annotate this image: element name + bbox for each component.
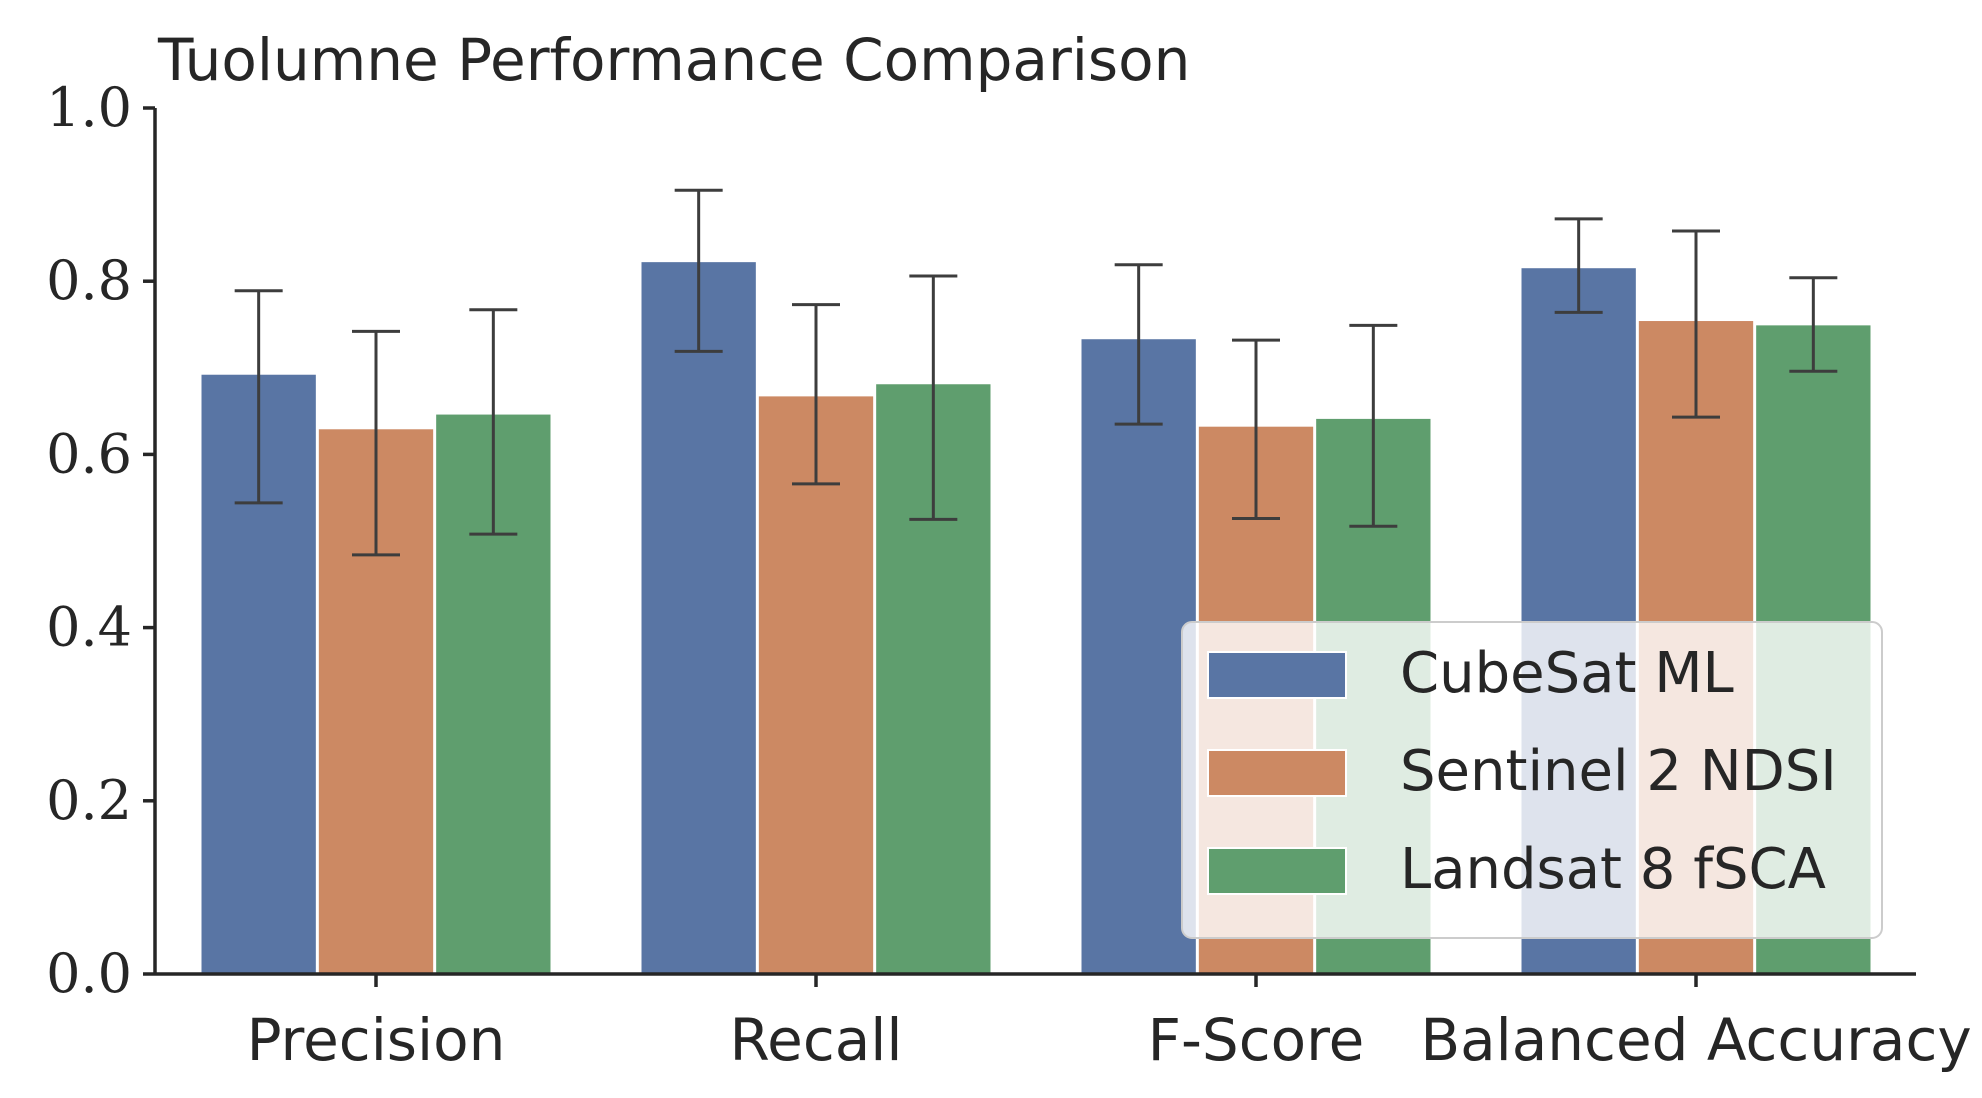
x-tick-label: Balanced Accuracy: [1420, 1006, 1971, 1074]
error-bar-landsat-8-fsca-f-score: [1349, 323, 1398, 528]
y-tick-label: 0.4: [46, 596, 132, 659]
y-tick-label: 1.0: [46, 76, 132, 139]
error-bar-sentinel-2-ndsi-f-score: [1232, 338, 1280, 520]
error-bar-sentinel-2-ndsi-recall: [792, 303, 840, 486]
x-tick-label: Precision: [247, 1006, 506, 1074]
error-bar-sentinel-2-ndsi-precision: [352, 329, 400, 557]
x-tick-label: F-Score: [1148, 1006, 1365, 1074]
chart-title: Tuolumne Performance Comparison: [157, 26, 1190, 94]
error-bars-layer: [234, 188, 1838, 557]
y-tick-label: 0.8: [46, 249, 132, 312]
y-tick-label: 0.6: [46, 422, 132, 485]
error-bar-cubesat-ml-precision: [234, 289, 283, 505]
error-bar-landsat-8-fsca-recall: [909, 274, 958, 521]
legend-frame: [1181, 621, 1883, 939]
x-ticks: Precision Recall F-Score Balanced Accuracy: [247, 974, 1972, 1074]
legend-swatch: [1207, 749, 1347, 797]
bar-cubesat-ml-recall: [641, 262, 756, 974]
legend-swatch: [1207, 651, 1347, 699]
bar-sentinel-2-ndsi-recall: [758, 396, 874, 974]
x-tick-label: Recall: [729, 1006, 902, 1074]
legend: CubeSat ML Sentinel 2 NDSI Landsat 8 fSCA: [1181, 621, 1883, 939]
bar-cubesat-ml-f-score: [1081, 339, 1196, 974]
error-bar-landsat-8-fsca-balanced-accuracy: [1789, 276, 1838, 373]
y-ticks: 0.0 0.2 0.4 0.6 0.8 1.0: [46, 76, 155, 1005]
y-tick-label: 0.2: [46, 769, 132, 832]
error-bar-landsat-8-fsca-precision: [469, 308, 518, 536]
legend-label: Sentinel 2 NDSI: [1400, 739, 1837, 804]
legend-swatch: [1207, 847, 1347, 895]
legend-label: Landsat 8 fSCA: [1400, 837, 1826, 902]
error-bar-cubesat-ml-f-score: [1114, 263, 1163, 426]
error-bar-sentinel-2-ndsi-balanced-accuracy: [1672, 229, 1720, 419]
legend-label: CubeSat ML: [1400, 641, 1734, 706]
error-bar-cubesat-ml-balanced-accuracy: [1554, 217, 1603, 314]
y-tick-label: 0.0: [46, 942, 132, 1005]
error-bar-cubesat-ml-recall: [674, 188, 723, 353]
